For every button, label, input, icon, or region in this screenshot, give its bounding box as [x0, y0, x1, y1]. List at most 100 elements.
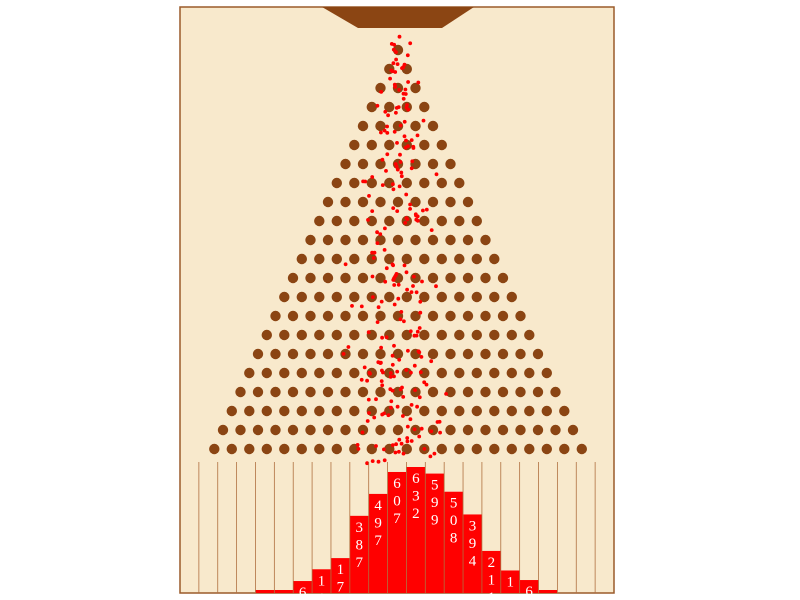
peg: [471, 253, 482, 265]
peg: [270, 310, 281, 322]
peg: [349, 253, 360, 265]
peg: [287, 310, 299, 322]
ball: [343, 262, 348, 267]
peg: [349, 367, 360, 379]
ball: [391, 278, 396, 282]
peg: [279, 443, 290, 455]
ball: [415, 404, 419, 409]
peg: [489, 329, 500, 341]
ball: [376, 360, 381, 365]
peg: [270, 424, 281, 436]
ball: [403, 87, 408, 92]
ball: [380, 383, 385, 388]
peg: [375, 386, 386, 398]
bin-bar: [293, 581, 313, 593]
peg: [375, 272, 386, 284]
ball: [372, 250, 377, 255]
peg: [454, 405, 465, 417]
ball: [401, 451, 406, 456]
peg: [392, 234, 404, 246]
peg: [331, 367, 342, 379]
peg: [401, 405, 412, 417]
ball: [393, 450, 398, 455]
ball: [405, 424, 410, 429]
peg: [419, 101, 430, 113]
peg: [436, 329, 447, 341]
ball: [397, 449, 401, 454]
peg: [497, 348, 509, 360]
ball-hopper: [322, 7, 474, 28]
ball: [401, 96, 406, 101]
peg: [357, 120, 369, 132]
peg: [261, 405, 272, 417]
ball: [399, 174, 404, 179]
ball: [395, 167, 400, 172]
ball: [388, 76, 392, 81]
peg: [357, 424, 369, 436]
peg: [532, 424, 544, 436]
peg: [349, 177, 360, 189]
ball: [397, 88, 401, 92]
ball: [405, 217, 410, 222]
ball: [374, 397, 378, 402]
peg: [576, 443, 587, 455]
ball: [438, 430, 442, 435]
peg: [340, 424, 351, 436]
bin-bar: [444, 491, 464, 593]
ball: [379, 299, 384, 304]
bin-count-label: 119: [318, 573, 326, 600]
peg: [427, 348, 439, 360]
ball: [412, 274, 416, 279]
ball: [346, 345, 351, 349]
ball: [384, 169, 388, 173]
ball: [365, 419, 370, 423]
ball: [399, 310, 404, 314]
peg: [497, 386, 509, 398]
bin-bar: [255, 590, 275, 593]
peg: [454, 215, 465, 227]
ball: [421, 208, 425, 213]
ball: [418, 299, 423, 304]
peg: [322, 310, 334, 322]
ball: [370, 459, 375, 463]
peg: [287, 424, 299, 436]
peg: [296, 443, 307, 455]
peg: [340, 310, 351, 322]
peg: [296, 405, 307, 417]
peg: [419, 367, 430, 379]
ball: [394, 106, 399, 110]
ball: [393, 85, 398, 89]
ball: [395, 404, 400, 409]
ball: [408, 41, 413, 46]
ball: [437, 419, 442, 424]
peg: [314, 443, 325, 455]
peg-field: [209, 44, 587, 455]
peg: [550, 386, 561, 398]
peg: [296, 329, 307, 341]
peg: [322, 272, 334, 284]
ball: [392, 129, 397, 134]
ball: [392, 283, 397, 287]
peg: [454, 329, 465, 341]
bin-labels: 3 15 60 119 175 387 497 607 632 599 508 394 211 113 65…: [261, 471, 552, 600]
ball: [405, 436, 410, 440]
bin-bar: [425, 473, 445, 593]
peg: [235, 424, 246, 436]
bins: [255, 467, 558, 593]
ball: [408, 329, 413, 334]
ball: [417, 350, 422, 355]
peg: [427, 196, 439, 208]
ball: [405, 439, 410, 444]
ball: [415, 218, 420, 223]
peg: [357, 234, 369, 246]
ball: [402, 319, 406, 324]
ball: [422, 380, 427, 385]
peg: [445, 158, 456, 170]
peg: [489, 291, 500, 303]
peg: [340, 196, 351, 208]
ball: [372, 415, 377, 420]
ball: [375, 320, 380, 324]
peg: [375, 120, 386, 132]
